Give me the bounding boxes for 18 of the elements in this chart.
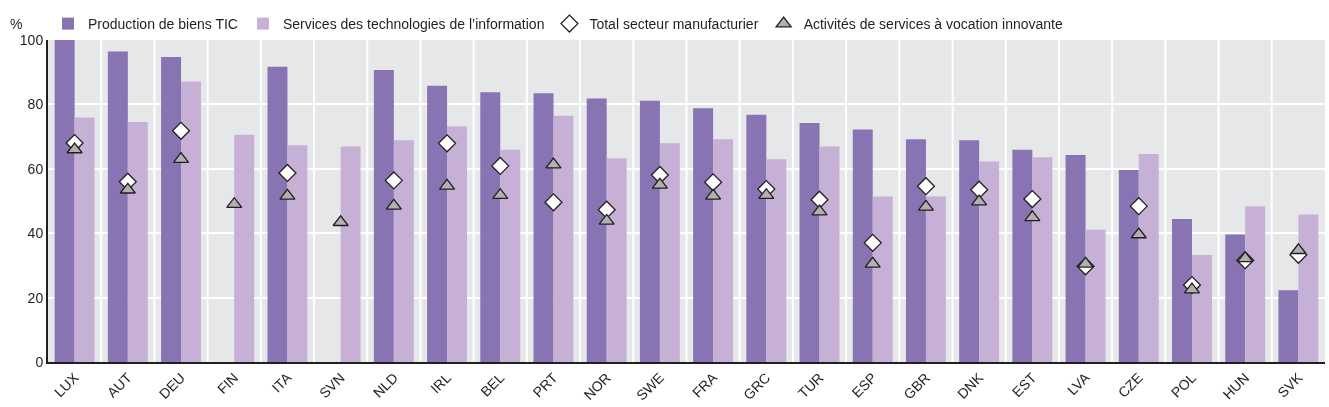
y-tick-label: 80 — [27, 96, 44, 113]
y-tick-label: 20 — [27, 289, 44, 306]
legend-label: Activités de services à vocation innovante — [803, 16, 1063, 33]
y-tick-label: 40 — [27, 225, 44, 242]
legend-label: Services des technologies de l’information — [282, 16, 545, 33]
x-tick-label: ITA — [268, 369, 295, 396]
x-tick-label: POL — [1167, 369, 1200, 401]
legend-label: Production de biens TIC — [88, 16, 238, 33]
y-axis-title: % — [10, 16, 23, 32]
x-tick-label: TUR — [794, 369, 827, 402]
legend-label: Total secteur manufacturier — [589, 16, 759, 33]
y-tick-label: 100 — [19, 31, 44, 48]
x-tick-label: FIN — [214, 369, 242, 397]
y-tick-label: 0 — [35, 353, 44, 370]
x-tick-label: LVA — [1064, 369, 1094, 399]
x-tick-label: IRL — [427, 369, 455, 397]
y-tick-label: 60 — [27, 160, 44, 177]
x-tick-label: BEL — [477, 369, 508, 400]
